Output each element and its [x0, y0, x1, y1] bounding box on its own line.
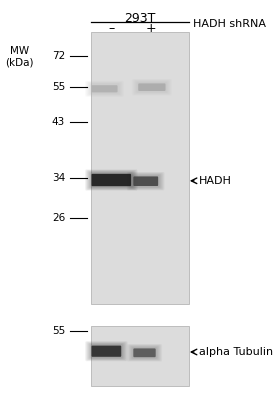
Text: alpha Tubulin: alpha Tubulin: [199, 347, 273, 357]
FancyBboxPatch shape: [90, 172, 133, 188]
FancyBboxPatch shape: [92, 85, 117, 92]
FancyBboxPatch shape: [131, 174, 161, 188]
FancyBboxPatch shape: [85, 341, 128, 361]
FancyBboxPatch shape: [133, 348, 156, 357]
FancyBboxPatch shape: [136, 81, 168, 93]
FancyBboxPatch shape: [127, 172, 165, 190]
FancyBboxPatch shape: [88, 343, 125, 359]
Text: 34: 34: [52, 173, 65, 183]
FancyBboxPatch shape: [128, 345, 161, 361]
FancyBboxPatch shape: [85, 81, 124, 97]
FancyBboxPatch shape: [87, 170, 136, 189]
FancyBboxPatch shape: [88, 82, 121, 95]
FancyBboxPatch shape: [129, 345, 160, 360]
FancyBboxPatch shape: [86, 170, 136, 190]
FancyBboxPatch shape: [92, 174, 131, 186]
Text: HADH shRNA: HADH shRNA: [193, 19, 266, 29]
FancyBboxPatch shape: [133, 80, 171, 95]
FancyBboxPatch shape: [90, 84, 119, 94]
Bar: [91, 32, 189, 304]
FancyBboxPatch shape: [127, 344, 162, 362]
Text: 72: 72: [52, 51, 65, 61]
FancyBboxPatch shape: [137, 82, 167, 92]
FancyBboxPatch shape: [92, 346, 121, 357]
Bar: [91, 326, 189, 386]
FancyBboxPatch shape: [138, 83, 165, 91]
FancyBboxPatch shape: [132, 347, 157, 359]
Text: HADH: HADH: [199, 176, 232, 186]
FancyBboxPatch shape: [135, 81, 169, 94]
Text: MW
(kDa): MW (kDa): [5, 46, 34, 68]
FancyBboxPatch shape: [134, 80, 170, 94]
Text: 55: 55: [52, 82, 65, 92]
Text: 293T: 293T: [124, 12, 156, 25]
FancyBboxPatch shape: [132, 79, 172, 95]
FancyBboxPatch shape: [86, 342, 127, 361]
FancyBboxPatch shape: [133, 176, 158, 186]
FancyBboxPatch shape: [87, 82, 122, 96]
Text: +: +: [146, 22, 157, 35]
FancyBboxPatch shape: [85, 169, 138, 190]
FancyBboxPatch shape: [132, 175, 160, 187]
Text: 55: 55: [52, 326, 65, 336]
FancyBboxPatch shape: [130, 346, 159, 360]
FancyBboxPatch shape: [129, 173, 163, 189]
FancyBboxPatch shape: [90, 344, 123, 358]
Text: –: –: [109, 22, 115, 35]
FancyBboxPatch shape: [89, 344, 124, 359]
FancyBboxPatch shape: [128, 173, 163, 190]
FancyBboxPatch shape: [89, 172, 134, 188]
FancyBboxPatch shape: [89, 83, 120, 94]
FancyBboxPatch shape: [88, 171, 134, 189]
Text: 26: 26: [52, 213, 65, 223]
FancyBboxPatch shape: [130, 174, 162, 189]
FancyBboxPatch shape: [86, 81, 123, 96]
FancyBboxPatch shape: [131, 346, 158, 359]
Text: 43: 43: [52, 117, 65, 127]
FancyBboxPatch shape: [87, 342, 126, 360]
